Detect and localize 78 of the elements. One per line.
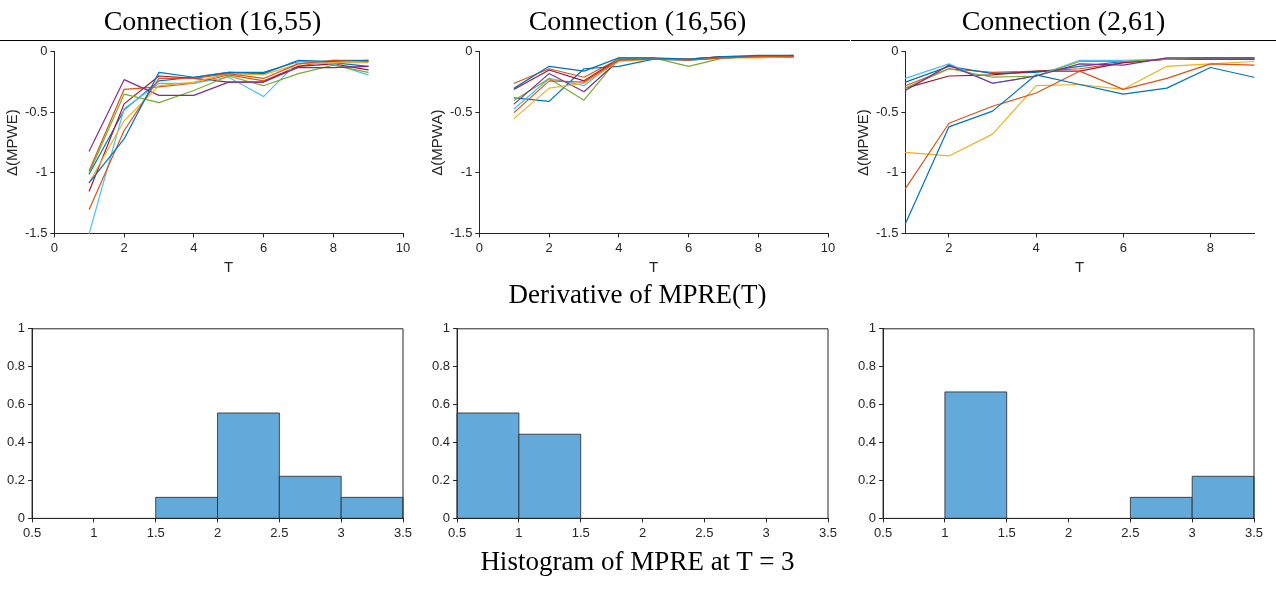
x-tick-label: 3.5: [818, 524, 838, 540]
x-tick-label: 2: [945, 239, 953, 255]
x-tick-label: 2.5: [695, 524, 714, 540]
x-tick-label: 4: [190, 239, 198, 255]
x-tick-label: 2.5: [1121, 524, 1140, 540]
x-axis-title: T: [649, 258, 659, 276]
y-tick-label: 0: [868, 509, 877, 525]
chart-title: Connection (16,55): [0, 4, 425, 41]
x-tick-label: 6: [684, 239, 693, 255]
x-tick-label: 2: [638, 524, 647, 540]
x-axis-title: T: [224, 258, 234, 276]
x-tick-label: 2: [213, 524, 222, 540]
x-tick-label: 0.5: [23, 524, 42, 540]
y-tick-label: -0.5: [24, 103, 48, 119]
y-tick-label: -0.5: [449, 103, 473, 119]
x-tick-label: 0.5: [448, 524, 467, 540]
x-tick-label: 3: [1188, 524, 1196, 540]
y-tick-label: -1.5: [24, 224, 48, 240]
y-tick-label: -1: [460, 164, 473, 180]
y-tick-label: 0.4: [431, 434, 451, 450]
y-axis-title: Δ(MPWA): [428, 109, 446, 176]
y-tick-label: -1.5: [449, 224, 473, 240]
x-tick-label: 0.5: [874, 524, 893, 540]
y-tick-label: 1: [442, 320, 451, 336]
x-tick-label: 3: [337, 524, 345, 540]
y-tick-label: 0: [17, 509, 26, 525]
y-tick-label: 0.2: [857, 472, 877, 488]
y-tick-label: 0.6: [857, 396, 877, 412]
x-tick-label: 2: [120, 239, 128, 255]
x-tick-label: 1: [90, 524, 98, 540]
y-tick-label: -1: [35, 164, 48, 180]
x-tick-label: 2: [1064, 524, 1073, 540]
y-axis-title: Δ(MPWE): [3, 109, 21, 176]
x-tick-label: 8: [1206, 239, 1215, 255]
y-tick-label: 1: [17, 320, 26, 336]
x-tick-label: 1.5: [997, 524, 1016, 540]
x-tick-label: 2.5: [270, 524, 289, 540]
text: Histogram of MPRE at T = 3: [479, 546, 796, 576]
y-tick-label: -1: [886, 164, 899, 180]
x-tick-label: 10: [395, 239, 411, 255]
y-tick-label: 0.2: [6, 472, 26, 488]
x-tick-label: 3: [762, 524, 770, 540]
y-tick-label: 0.6: [6, 396, 26, 412]
y-tick-label: 0: [465, 43, 473, 59]
y-tick-label: 0.4: [857, 434, 877, 450]
x-tick-label: 1.5: [571, 524, 590, 540]
x-tick-label: 3.5: [393, 524, 413, 540]
x-tick-label: 3.5: [1244, 524, 1264, 540]
x-tick-label: 0: [475, 239, 484, 255]
chart-title: Connection (2,61): [851, 4, 1276, 41]
x-tick-label: 2: [545, 239, 553, 255]
x-tick-label: 0: [50, 239, 59, 255]
x-axis-title: T: [1075, 258, 1085, 276]
y-tick-label: 0.6: [431, 396, 451, 412]
x-tick-label: 1: [941, 524, 949, 540]
x-tick-label: 8: [754, 239, 762, 255]
y-tick-label: 0.8: [431, 358, 451, 374]
y-tick-label: 1: [868, 320, 877, 336]
x-tick-label: 1: [515, 524, 523, 540]
y-tick-label: 0: [442, 509, 451, 525]
x-tick-label: 4: [1032, 239, 1040, 255]
y-tick-label: -0.5: [875, 103, 899, 119]
y-tick-label: -1.5: [875, 224, 899, 240]
y-tick-label: 0.2: [431, 472, 451, 488]
y-tick-label: 0.8: [857, 358, 877, 374]
x-tick-label: 4: [615, 239, 623, 255]
x-tick-label: 8: [329, 239, 337, 255]
y-tick-label: 0: [891, 43, 899, 59]
y-tick-label: 0.4: [6, 434, 26, 450]
x-tick-label: 10: [820, 239, 836, 255]
chart-title: Connection (16,56): [425, 4, 850, 41]
y-tick-label: 0: [40, 43, 48, 59]
y-axis-title: Δ(MPWE): [854, 109, 872, 176]
x-tick-label: 1.5: [146, 524, 165, 540]
x-tick-label: 6: [259, 239, 268, 255]
text: Derivative of MPRE(T): [507, 279, 768, 309]
y-tick-label: 0.8: [6, 358, 26, 374]
x-tick-label: 6: [1119, 239, 1127, 255]
